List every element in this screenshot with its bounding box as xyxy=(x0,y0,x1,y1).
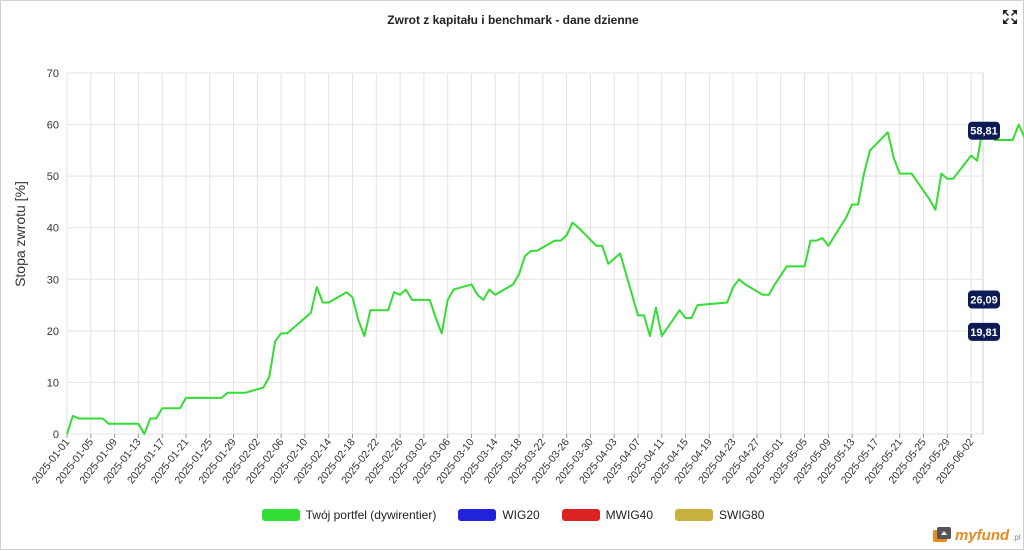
legend-swatch xyxy=(261,509,300,521)
plot-area xyxy=(66,72,984,435)
end-value-label-3: 19,81 xyxy=(968,322,1000,341)
legend-swatch xyxy=(561,509,600,521)
legend-label: MWIG40 xyxy=(605,508,654,522)
svg-text:58,81: 58,81 xyxy=(970,126,998,138)
y-axis-label: Stopa zwrotu [%] xyxy=(12,181,28,287)
y-tick-label: 60 xyxy=(47,120,59,132)
svg-text:19,81: 19,81 xyxy=(970,327,998,339)
myfund-logo-text: myfund xyxy=(955,526,1010,544)
legend-item-3[interactable]: SWIG80 xyxy=(675,508,764,522)
legend-item-0[interactable]: Twój portfel (dywirentier) xyxy=(261,508,437,522)
fullscreen-icon[interactable] xyxy=(1001,8,1019,26)
y-tick-label: 20 xyxy=(47,326,59,338)
y-tick-label: 70 xyxy=(47,68,59,80)
legend-label: WIG20 xyxy=(502,508,540,522)
y-tick-label: 30 xyxy=(47,274,59,286)
y-tick-label: 50 xyxy=(47,171,59,183)
end-value-label-1: 26,09 xyxy=(968,290,1000,309)
legend-swatch xyxy=(458,509,497,521)
chart-title: Zwrot z kapitału i benchmark - dane dzie… xyxy=(387,13,639,27)
legend-item-2[interactable]: MWIG40 xyxy=(561,508,654,522)
legend-label: SWIG80 xyxy=(719,508,765,522)
y-tick-label: 40 xyxy=(47,223,59,235)
myfund-logo-mark xyxy=(933,527,951,542)
legend-item-1[interactable]: WIG20 xyxy=(458,508,540,522)
end-value-label-0: 58,81 xyxy=(968,121,1000,140)
y-tick-label: 0 xyxy=(53,429,59,441)
svg-text:26,09: 26,09 xyxy=(970,294,998,306)
myfund-logo: myfund .pl xyxy=(932,526,1021,544)
series-line-0[interactable] xyxy=(66,123,1024,435)
y-tick-label: 10 xyxy=(47,377,59,389)
myfund-logo-suffix: .pl xyxy=(1012,533,1021,542)
legend-swatch xyxy=(675,509,714,521)
legend-label: Twój portfel (dywirentier) xyxy=(305,508,437,522)
legend: Twój portfel (dywirentier) WIG20 MWIG40 SWI… xyxy=(1,508,1024,522)
